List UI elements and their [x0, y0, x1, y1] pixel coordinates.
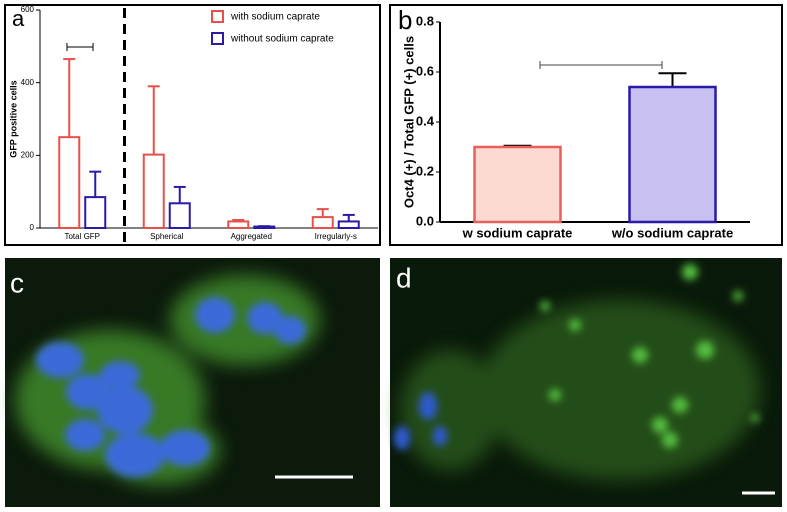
- panel-label: d: [396, 262, 412, 293]
- y-axis-label: GFP positive cells: [8, 80, 18, 157]
- bar: [142, 153, 165, 230]
- bar: [253, 225, 276, 229]
- bar: [628, 85, 717, 224]
- significance-bracket: [66, 43, 94, 51]
- x-tick-label: Spherical: [150, 232, 184, 241]
- x-tick-label: w sodium caprate: [462, 225, 573, 240]
- bar: [58, 136, 81, 230]
- legend-swatch: [211, 10, 224, 23]
- y-axis-label: Oct4 (+) / Total GFP (+) cells: [401, 36, 416, 208]
- y-tick-label: 0.6: [416, 63, 434, 78]
- legend-label: without sodium caprate: [230, 34, 334, 45]
- y-tick-label: 400: [21, 78, 35, 87]
- bar: [168, 202, 191, 230]
- x-tick-label: Total GFP: [64, 232, 100, 241]
- y-tick-label: 200: [21, 150, 35, 159]
- legend-swatch: [211, 32, 224, 45]
- y-tick-label: 0.2: [416, 163, 434, 178]
- y-tick-label: 0: [30, 223, 35, 232]
- x-tick-label: w/o sodium caprate: [611, 225, 733, 240]
- x-tick-label: Aggregated: [231, 232, 272, 241]
- panel-b-frame: [389, 4, 783, 246]
- bar: [84, 196, 107, 230]
- x-tick-label: Irregularly-s: [315, 232, 357, 241]
- bar: [311, 216, 334, 230]
- bar: [227, 220, 250, 230]
- y-tick-label: 0.4: [416, 113, 435, 128]
- legend-label: with sodium caprate: [230, 12, 320, 23]
- bar: [337, 220, 360, 230]
- y-tick-label: 0.8: [416, 13, 434, 28]
- significance-bracket: [539, 61, 663, 69]
- micrograph-c: [5, 258, 380, 507]
- panel-label: c: [10, 267, 24, 298]
- y-tick-label: 0.0: [416, 213, 434, 228]
- micrograph-d: [390, 258, 782, 507]
- y-tick-label: 600: [21, 5, 35, 14]
- panel-label: a: [12, 6, 25, 31]
- panel-label: b: [398, 5, 412, 35]
- bar: [473, 145, 562, 224]
